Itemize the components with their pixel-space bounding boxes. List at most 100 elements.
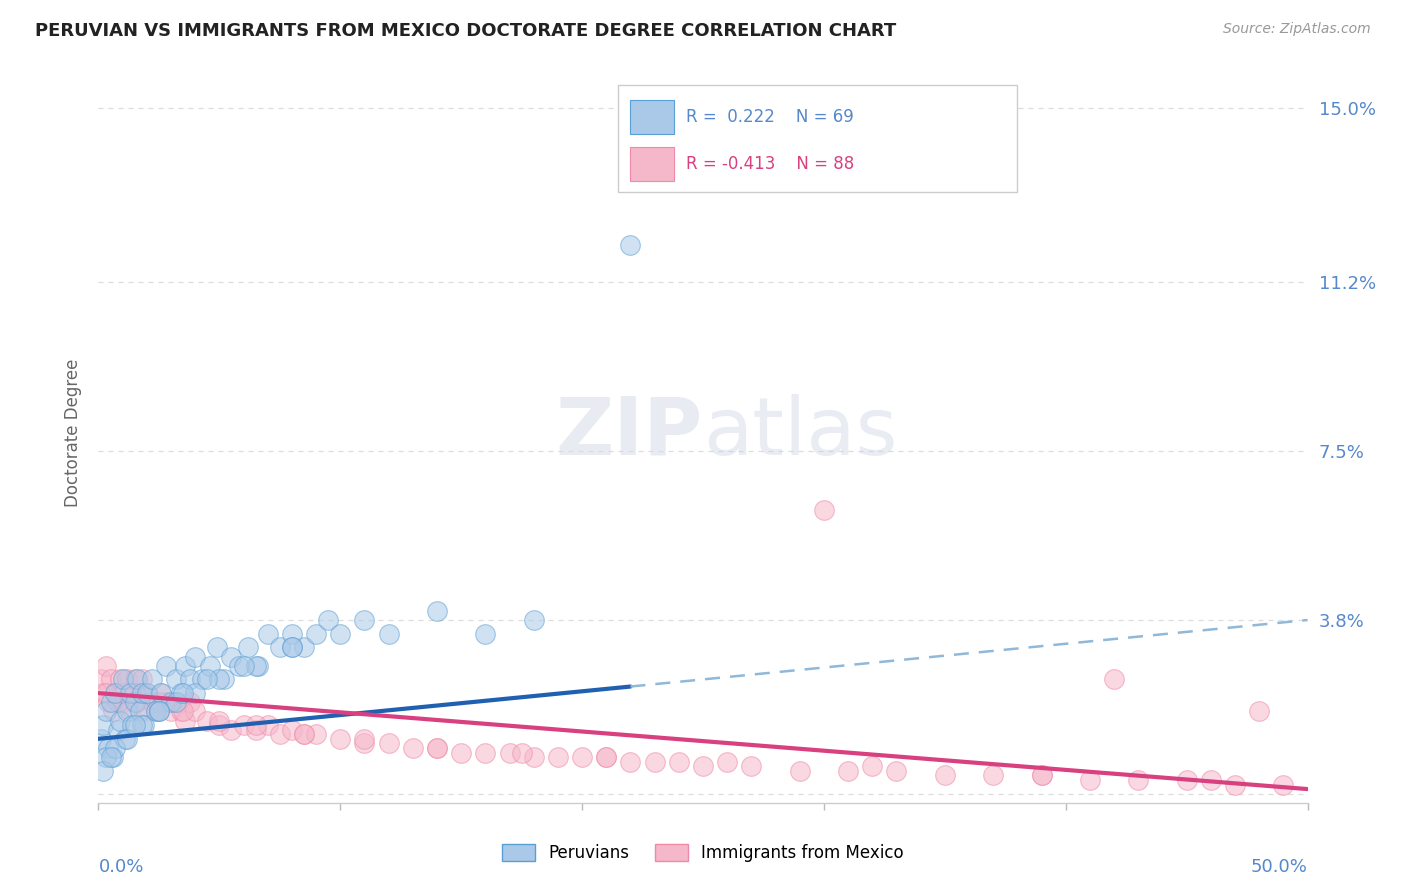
Point	[377, 626, 399, 640]
Point	[402, 741, 425, 756]
Point	[228, 658, 250, 673]
Point	[91, 718, 114, 732]
Point	[100, 750, 122, 764]
Point	[104, 686, 127, 700]
Point	[644, 755, 666, 769]
Point	[316, 613, 339, 627]
Text: atlas: atlas	[703, 393, 897, 472]
Point	[740, 759, 762, 773]
Point	[256, 626, 278, 640]
Point	[155, 658, 177, 673]
Point	[981, 768, 1004, 782]
Text: Source: ZipAtlas.com: Source: ZipAtlas.com	[1223, 22, 1371, 37]
Point	[148, 705, 170, 719]
Point	[117, 731, 139, 746]
Point	[108, 714, 131, 728]
Point	[165, 673, 187, 687]
Point	[90, 673, 112, 687]
Point	[245, 723, 267, 737]
Point	[292, 727, 315, 741]
Point	[90, 731, 112, 746]
Point	[353, 736, 375, 750]
Point	[118, 705, 141, 719]
Point	[104, 686, 127, 700]
Point	[134, 705, 156, 719]
Point	[91, 764, 114, 778]
Point	[1128, 772, 1150, 787]
Point	[150, 686, 173, 700]
Point	[523, 613, 546, 627]
Point	[247, 658, 270, 673]
Point	[474, 626, 496, 640]
Text: PERUVIAN VS IMMIGRANTS FROM MEXICO DOCTORATE DEGREE CORRELATION CHART: PERUVIAN VS IMMIGRANTS FROM MEXICO DOCTO…	[35, 22, 897, 40]
Point	[179, 673, 201, 687]
Point	[160, 705, 183, 719]
Point	[1223, 778, 1246, 792]
Point	[208, 673, 231, 687]
Point	[886, 764, 908, 778]
Point	[595, 750, 617, 764]
Point	[269, 727, 291, 741]
Point	[155, 695, 177, 709]
Point	[281, 626, 304, 640]
Point	[934, 768, 956, 782]
Point	[114, 731, 136, 746]
Point	[426, 741, 449, 756]
Point	[329, 731, 352, 746]
Point	[232, 718, 254, 732]
Point	[117, 673, 139, 687]
Point	[450, 746, 472, 760]
Point	[1199, 772, 1222, 787]
Point	[94, 686, 117, 700]
Point	[145, 705, 167, 719]
Point	[353, 731, 375, 746]
Point	[145, 705, 167, 719]
Point	[212, 673, 235, 687]
Point	[108, 673, 131, 687]
Point	[547, 750, 569, 764]
Point	[107, 695, 129, 709]
Point	[128, 686, 150, 700]
Text: 0.0%: 0.0%	[98, 858, 143, 876]
Point	[104, 741, 127, 756]
Text: 50.0%: 50.0%	[1251, 858, 1308, 876]
Point	[221, 723, 243, 737]
Point	[523, 750, 546, 764]
Point	[191, 673, 214, 687]
Point	[174, 658, 197, 673]
Point	[619, 755, 641, 769]
Point	[245, 718, 267, 732]
Point	[1078, 772, 1101, 787]
Point	[510, 746, 533, 760]
Point	[1175, 772, 1198, 787]
Point	[305, 626, 328, 640]
FancyBboxPatch shape	[619, 85, 1018, 192]
Point	[174, 714, 197, 728]
Point	[101, 705, 124, 719]
Point	[179, 695, 201, 709]
Point	[131, 718, 153, 732]
Point	[281, 723, 304, 737]
Point	[124, 695, 146, 709]
Point	[860, 759, 883, 773]
Point	[269, 640, 291, 655]
Point	[141, 695, 163, 709]
Point	[595, 750, 617, 764]
Point	[97, 741, 120, 756]
Point	[789, 764, 811, 778]
FancyBboxPatch shape	[630, 101, 673, 135]
Point	[165, 695, 187, 709]
Point	[232, 658, 254, 673]
Point	[100, 695, 122, 709]
Point	[107, 695, 129, 709]
Point	[131, 673, 153, 687]
Point	[101, 750, 124, 764]
Point	[124, 673, 146, 687]
Point	[692, 759, 714, 773]
Point	[668, 755, 690, 769]
Point	[1031, 768, 1053, 782]
Point	[474, 746, 496, 760]
Point	[131, 686, 153, 700]
Text: ZIP: ZIP	[555, 393, 703, 472]
Point	[377, 736, 399, 750]
